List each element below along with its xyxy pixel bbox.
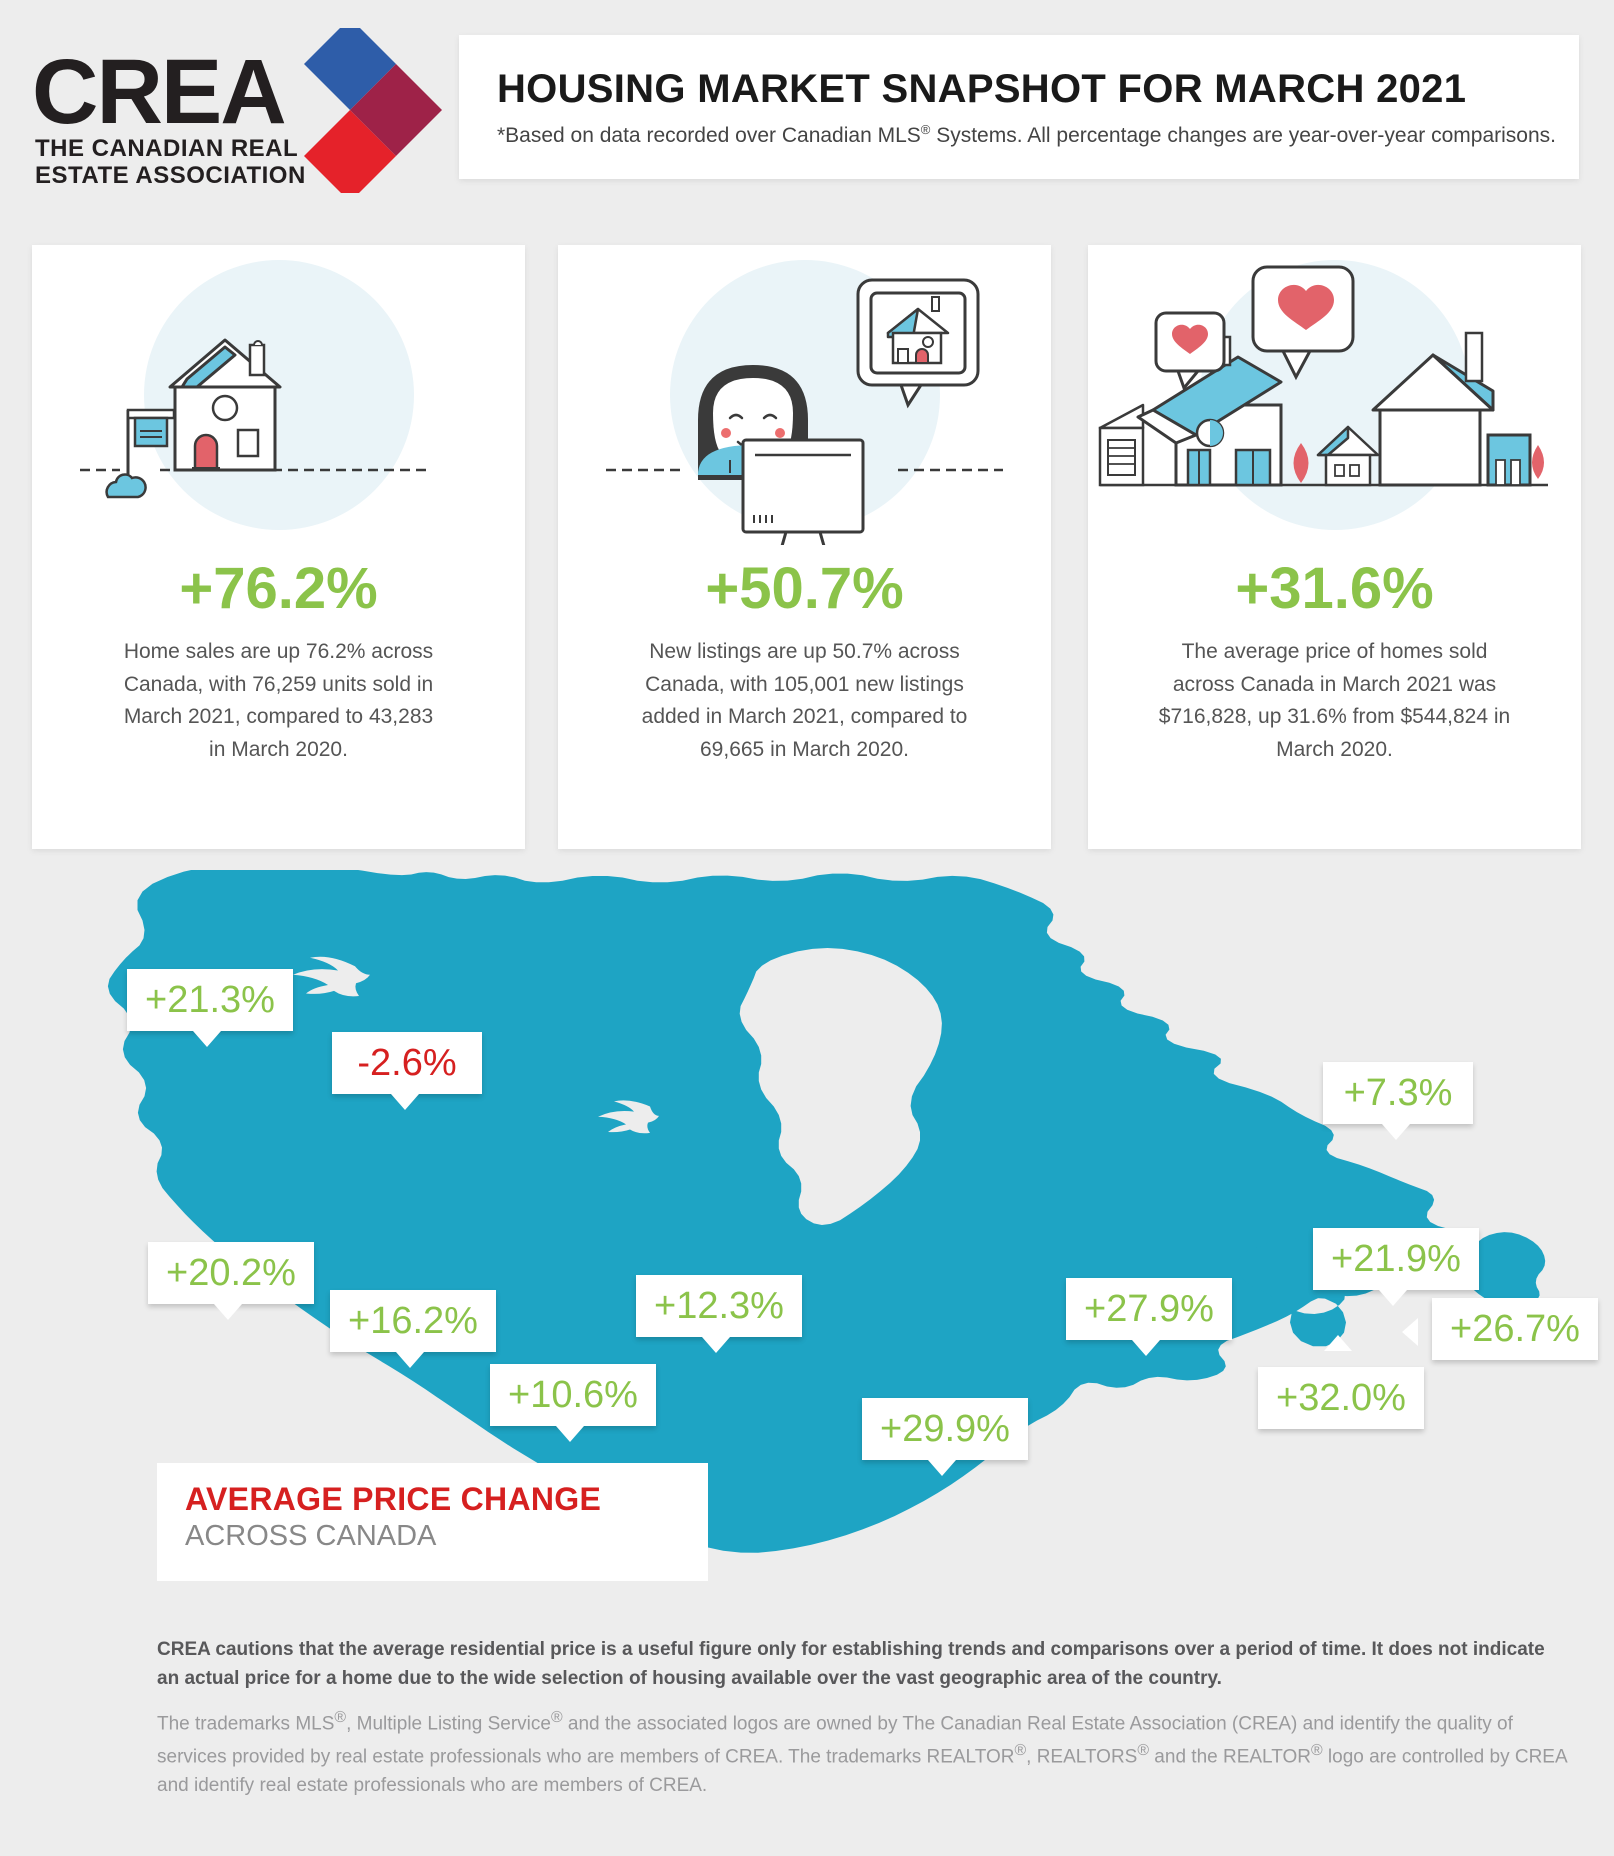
svg-text:ESTATE ASSOCIATION: ESTATE ASSOCIATION: [35, 162, 306, 189]
svg-text:THE CANADIAN REAL: THE CANADIAN REAL: [35, 135, 298, 162]
svg-text:CREA: CREA: [32, 41, 285, 143]
